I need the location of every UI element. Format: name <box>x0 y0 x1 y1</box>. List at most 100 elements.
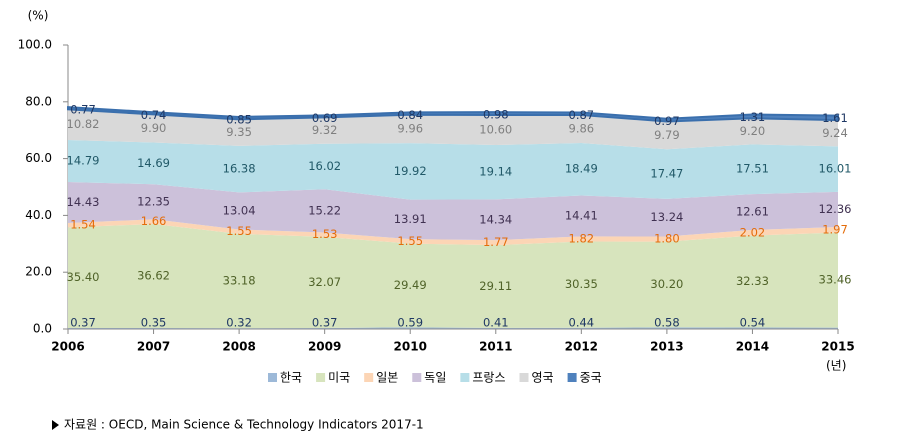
data-label: 1.80 <box>654 232 680 246</box>
data-label: 0.84 <box>397 108 423 122</box>
y-tick-label: 0.0 <box>33 322 52 336</box>
data-label: 14.69 <box>137 156 170 170</box>
legend-swatch <box>364 373 374 382</box>
data-label: 9.86 <box>569 121 595 135</box>
area <box>68 224 838 329</box>
x-tick-label: 2010 <box>394 340 427 354</box>
data-label: 0.59 <box>397 316 423 330</box>
legend-label: 미국 <box>328 371 350 385</box>
data-label: 13.91 <box>394 212 427 226</box>
data-label: 0.44 <box>569 316 595 330</box>
x-tick-label: 2008 <box>222 340 255 354</box>
data-label: 0.54 <box>740 316 766 330</box>
data-label: 32.07 <box>308 275 341 289</box>
data-label: 0.32 <box>226 316 252 330</box>
data-label: 0.69 <box>312 111 338 125</box>
data-label: 0.77 <box>70 103 96 117</box>
data-label: 9.32 <box>312 123 338 137</box>
data-label: 0.74 <box>141 108 167 122</box>
y-tick-label: 100.0 <box>18 38 52 52</box>
y-tick-label: 20.0 <box>25 265 52 279</box>
data-label: 1.61 <box>822 111 848 125</box>
data-label: 17.47 <box>650 167 683 181</box>
data-label: 30.20 <box>650 277 683 291</box>
data-label: 9.24 <box>822 126 848 140</box>
legend-swatch <box>460 373 470 382</box>
x-tick-label: 2009 <box>308 340 341 354</box>
legend-label: 독일 <box>424 371 446 385</box>
legend-swatch <box>268 373 277 382</box>
data-label: 0.35 <box>141 316 167 330</box>
data-label: 12.35 <box>137 194 170 208</box>
data-label: 19.14 <box>479 165 512 179</box>
data-label: 1.97 <box>822 222 848 236</box>
x-tick-label: 2013 <box>650 340 683 354</box>
data-label: 14.34 <box>479 212 512 226</box>
data-label: 36.62 <box>137 269 170 283</box>
data-label: 29.11 <box>479 279 512 293</box>
area <box>68 219 838 246</box>
data-label: 29.49 <box>394 278 427 292</box>
legend-label: 영국 <box>532 371 554 385</box>
data-label: 32.33 <box>736 274 769 288</box>
data-label: 1.31 <box>740 110 766 124</box>
data-label: 0.97 <box>654 114 680 128</box>
y-tick-label: 40.0 <box>25 208 52 222</box>
legend-swatch <box>519 373 529 382</box>
x-tick-label: 2015 <box>821 340 854 354</box>
data-label: 1.82 <box>569 231 595 245</box>
data-label: 13.24 <box>650 210 683 224</box>
data-label: 35.40 <box>67 270 100 284</box>
data-label: 12.61 <box>736 205 769 219</box>
data-label: 33.18 <box>223 273 256 287</box>
legend-label: 일본 <box>376 371 398 385</box>
data-label: 1.77 <box>483 235 509 249</box>
data-label: 1.66 <box>141 214 167 228</box>
data-label: 1.53 <box>312 227 338 241</box>
data-label: 9.35 <box>226 125 252 139</box>
data-label: 0.37 <box>70 316 96 330</box>
data-label: 19.92 <box>394 164 427 178</box>
legend-swatch <box>316 373 326 382</box>
x-unit-label: (년) <box>826 359 846 373</box>
data-label: 30.35 <box>565 277 598 291</box>
data-label: 1.55 <box>397 234 423 248</box>
data-label: 1.54 <box>70 218 96 232</box>
data-label: 16.02 <box>308 159 341 173</box>
data-label: 10.60 <box>479 123 512 137</box>
data-label: 9.79 <box>654 128 680 142</box>
data-label: 0.98 <box>483 108 509 122</box>
data-label: 9.90 <box>141 121 167 135</box>
area <box>67 106 839 123</box>
data-label: 14.41 <box>565 208 598 222</box>
data-label: 33.46 <box>819 273 852 287</box>
bullet <box>52 420 59 430</box>
data-label: 0.85 <box>226 112 252 126</box>
data-label: 0.58 <box>654 316 680 330</box>
y-unit-label: (%) <box>28 9 49 23</box>
legend-swatch <box>412 373 422 382</box>
legend-label: 프랑스 <box>472 371 505 385</box>
area <box>68 182 838 241</box>
data-label: 16.38 <box>223 162 256 176</box>
data-label: 0.41 <box>483 316 509 330</box>
y-tick-label: 80.0 <box>25 94 52 108</box>
data-label: 1.55 <box>226 224 252 238</box>
y-tick-label: 60.0 <box>25 151 52 165</box>
legend-swatch <box>567 373 577 382</box>
data-label: 0.87 <box>569 108 595 122</box>
data-label: 2.02 <box>740 225 766 239</box>
x-tick-label: 2007 <box>137 340 170 354</box>
x-tick-label: 2011 <box>479 340 512 354</box>
data-label: 10.82 <box>67 117 100 131</box>
data-label: 18.49 <box>565 162 598 176</box>
area <box>68 140 838 200</box>
x-tick-label: 2014 <box>736 340 769 354</box>
legend-label: 한국 <box>280 371 302 385</box>
data-label: 13.04 <box>223 203 256 217</box>
data-label: 12.36 <box>819 202 852 216</box>
data-label: 0.37 <box>312 316 338 330</box>
x-tick-label: 2006 <box>51 340 84 354</box>
data-label: 9.96 <box>397 121 423 135</box>
